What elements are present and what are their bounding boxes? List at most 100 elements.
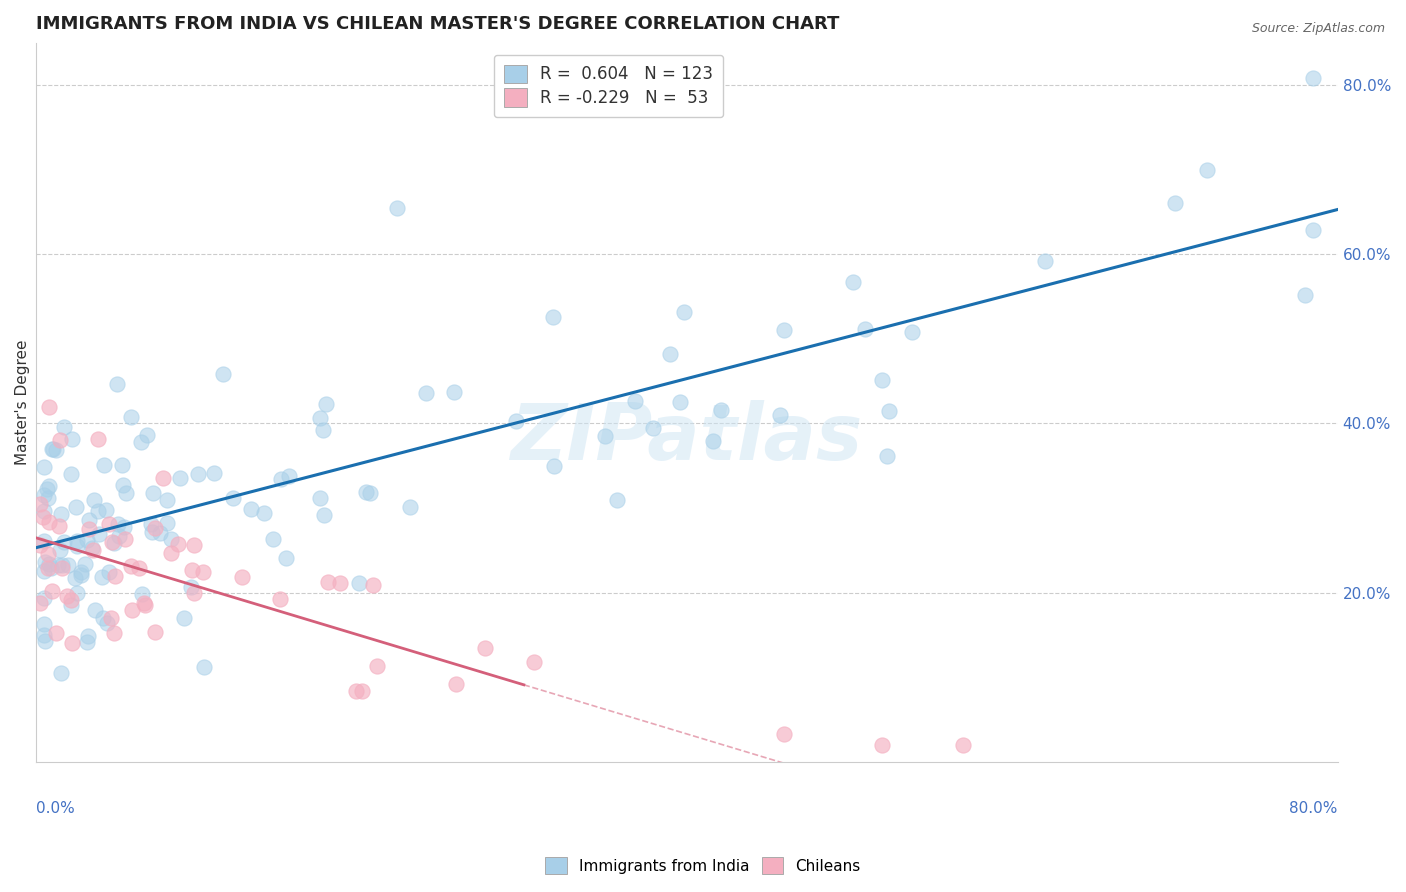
- Point: [93, 458, 115, 472]
- Point: [112, 478, 135, 492]
- Point: [70, 568, 93, 582]
- Point: [1197, 163, 1219, 178]
- Point: [156, 493, 179, 508]
- Point: [30, 538, 52, 552]
- Point: [180, 580, 202, 594]
- Legend: R =  0.604   N = 123, R = -0.229   N =  53: R = 0.604 N = 123, R = -0.229 N = 53: [494, 54, 723, 117]
- Point: [169, 471, 191, 485]
- Point: [415, 386, 437, 401]
- Point: [187, 467, 209, 482]
- Point: [56, 589, 79, 603]
- Point: [346, 684, 368, 698]
- Point: [60, 593, 83, 607]
- Point: [87, 527, 110, 541]
- Point: [143, 624, 166, 639]
- Point: [134, 596, 156, 610]
- Point: [269, 591, 291, 606]
- Point: [901, 326, 924, 340]
- Point: [952, 738, 974, 752]
- Point: [38, 400, 60, 414]
- Point: [103, 625, 125, 640]
- Point: [34, 555, 56, 569]
- Point: [309, 491, 332, 505]
- Point: [156, 516, 179, 531]
- Point: [1033, 254, 1056, 268]
- Point: [49, 666, 72, 681]
- Point: [66, 534, 89, 549]
- Point: [30, 596, 52, 610]
- Point: [134, 598, 156, 612]
- Point: [139, 516, 162, 531]
- Point: [143, 521, 166, 535]
- Text: Source: ZipAtlas.com: Source: ZipAtlas.com: [1251, 22, 1385, 36]
- Point: [39, 561, 62, 575]
- Point: [76, 533, 98, 548]
- Point: [135, 427, 157, 442]
- Point: [101, 535, 124, 549]
- Point: [773, 323, 796, 337]
- Point: [38, 515, 60, 529]
- Point: [129, 435, 152, 450]
- Point: [329, 575, 352, 590]
- Point: [66, 586, 89, 600]
- Point: [76, 634, 98, 648]
- Point: [91, 570, 114, 584]
- Point: [84, 603, 107, 617]
- Point: [870, 373, 893, 387]
- Point: [97, 565, 120, 579]
- Point: [48, 518, 70, 533]
- Point: [523, 655, 546, 669]
- Point: [231, 570, 253, 584]
- Point: [105, 376, 128, 391]
- Point: [121, 409, 143, 424]
- Point: [46, 558, 69, 572]
- Point: [262, 532, 284, 546]
- Point: [1302, 71, 1324, 86]
- Point: [37, 482, 59, 496]
- Point: [65, 571, 87, 585]
- Point: [96, 615, 118, 630]
- Point: [121, 603, 143, 617]
- Point: [60, 598, 83, 612]
- Text: ZIPatlas: ZIPatlas: [510, 401, 863, 476]
- Point: [87, 433, 110, 447]
- Point: [128, 561, 150, 575]
- Point: [32, 617, 55, 632]
- Point: [41, 442, 63, 456]
- Point: [80, 541, 103, 555]
- Point: [51, 561, 73, 575]
- Point: [278, 469, 301, 483]
- Point: [222, 491, 245, 506]
- Point: [312, 423, 335, 437]
- Y-axis label: Master's Degree: Master's Degree: [15, 340, 30, 465]
- Point: [120, 558, 142, 573]
- Point: [32, 534, 55, 549]
- Point: [239, 502, 262, 516]
- Point: [52, 419, 75, 434]
- Point: [70, 566, 93, 580]
- Point: [350, 683, 373, 698]
- Point: [167, 537, 190, 551]
- Point: [41, 584, 63, 599]
- Point: [32, 627, 55, 641]
- Point: [669, 394, 692, 409]
- Point: [65, 500, 87, 514]
- Point: [58, 558, 80, 573]
- Point: [141, 524, 163, 539]
- Point: [38, 558, 60, 572]
- Point: [315, 397, 337, 411]
- Point: [318, 574, 340, 589]
- Point: [658, 347, 681, 361]
- Point: [193, 660, 215, 674]
- Point: [112, 520, 135, 534]
- Point: [643, 421, 665, 435]
- Point: [45, 626, 67, 640]
- Point: [160, 532, 183, 546]
- Point: [49, 543, 72, 558]
- Point: [77, 513, 100, 527]
- Point: [446, 677, 468, 691]
- Point: [876, 449, 898, 463]
- Point: [98, 517, 121, 532]
- Point: [100, 611, 122, 625]
- Point: [59, 467, 82, 482]
